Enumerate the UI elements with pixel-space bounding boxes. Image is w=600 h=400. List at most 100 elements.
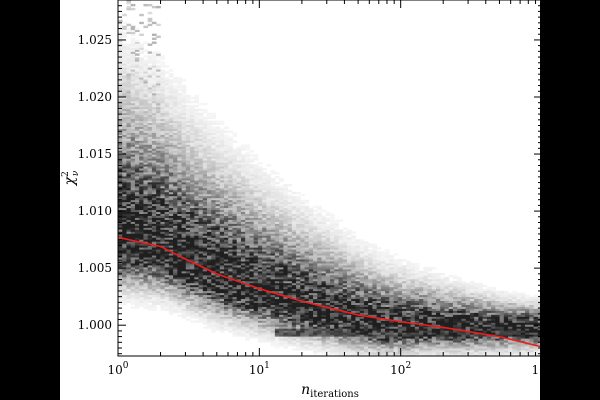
heatmap-cell [224, 179, 229, 183]
heatmap-cell [207, 178, 212, 181]
heatmap-cell [253, 314, 259, 317]
heatmap-cell [219, 255, 225, 258]
heatmap-cell [194, 104, 199, 108]
heatmap-cell [164, 122, 170, 125]
heatmap-cell [177, 292, 182, 296]
heatmap-cell [164, 126, 170, 129]
heatmap-cell [134, 280, 140, 284]
heatmap-cell [122, 45, 127, 48]
heatmap-cell [168, 255, 174, 258]
heatmap-cell [270, 227, 276, 230]
heatmap-cell [279, 300, 284, 303]
heatmap-cell [291, 318, 297, 321]
heatmap-cell [190, 174, 195, 177]
heatmap-cell [304, 308, 310, 311]
heatmap-cell [245, 276, 250, 280]
heatmap-cell [240, 183, 246, 187]
heatmap-cell [198, 320, 204, 323]
heatmap-cell [160, 205, 166, 209]
heatmap-cell [181, 306, 187, 309]
heatmap-cell [160, 292, 166, 296]
heatmap-cell [147, 282, 153, 286]
heatmap-cell [168, 239, 174, 242]
heatmap-cell [168, 231, 174, 234]
heatmap-cell [296, 261, 301, 264]
heatmap-cell [160, 189, 166, 193]
heatmap-cell [274, 344, 280, 347]
heatmap-cell [168, 116, 174, 120]
heatmap-cell [181, 114, 187, 118]
heatmap-cell [185, 312, 191, 315]
heatmap-cell [257, 306, 263, 309]
heatmap-cell [207, 314, 212, 317]
heatmap-cell [219, 187, 225, 191]
heatmap-cell [194, 118, 199, 122]
heatmap-cell [296, 318, 301, 321]
heatmap-cell [304, 265, 310, 268]
heatmap-cell [291, 288, 297, 292]
heatmap-cell [164, 152, 170, 155]
heatmap-cell [308, 348, 314, 351]
heatmap-cell [308, 326, 314, 329]
heatmap-cell [257, 181, 263, 185]
heatmap-cell [177, 207, 182, 211]
heatmap-cell [215, 148, 221, 151]
heatmap-cell [177, 261, 182, 264]
heatmap-cell [156, 69, 161, 72]
heatmap-cell [143, 160, 149, 163]
heatmap-cell [232, 195, 238, 199]
heatmap-cell [287, 199, 293, 203]
heatmap-cell [198, 268, 204, 272]
heatmap-cell [164, 185, 170, 189]
heatmap-cell [279, 225, 284, 228]
heatmap-cell [236, 221, 242, 224]
heatmap-cell [245, 162, 250, 165]
heatmap-cell [211, 221, 216, 224]
heatmap-cell [147, 205, 153, 209]
heatmap-cell [253, 207, 259, 211]
heatmap-cell [207, 221, 212, 224]
heatmap-cell [300, 193, 305, 197]
heatmap-cell [240, 199, 246, 203]
heatmap-cell [134, 259, 140, 262]
heatmap-cell [279, 203, 284, 207]
heatmap-cell [122, 193, 127, 197]
heatmap-cell [219, 243, 225, 246]
heatmap-cell [291, 334, 297, 337]
heatmap-cell [118, 110, 123, 114]
heatmap-cell [185, 98, 191, 102]
heatmap-cell [118, 233, 123, 236]
heatmap-cell [139, 243, 144, 246]
heatmap-cell [207, 259, 212, 262]
heatmap-cell [160, 255, 166, 258]
heatmap-cell [262, 255, 267, 258]
heatmap-cell [156, 209, 161, 213]
heatmap-cell [118, 65, 123, 68]
heatmap-cell [126, 219, 132, 222]
heatmap-cell [228, 310, 233, 313]
heatmap-cell [270, 185, 276, 189]
heatmap-cell [151, 195, 157, 199]
heatmap-cell [228, 203, 233, 207]
heatmap-cell [139, 227, 144, 230]
heatmap-cell [177, 170, 182, 173]
heatmap-cell [190, 197, 195, 201]
heatmap-cell [308, 249, 314, 252]
heatmap-cell [219, 136, 225, 139]
heatmap-cell [151, 179, 157, 183]
heatmap-cell [215, 306, 221, 309]
heatmap-cell [249, 223, 255, 226]
heatmap-cell [240, 267, 246, 270]
heatmap-cell [262, 213, 267, 216]
heatmap-cell [156, 53, 161, 56]
heatmap-cell [313, 328, 318, 331]
heatmap-cell [122, 69, 127, 72]
heatmap-cell [194, 174, 199, 177]
heatmap-cell [270, 280, 276, 284]
heatmap-cell [181, 152, 187, 155]
heatmap-cell [177, 79, 182, 82]
heatmap-cell [291, 326, 297, 329]
heatmap-cell [190, 211, 195, 214]
heatmap-cell [143, 112, 149, 116]
heatmap-cell [300, 324, 305, 327]
